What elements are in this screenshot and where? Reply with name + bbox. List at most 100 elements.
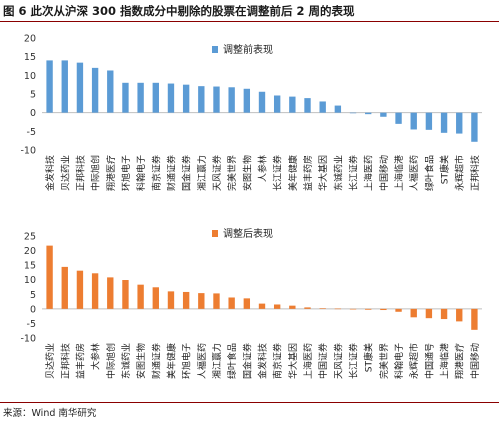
bar bbox=[273, 304, 281, 309]
bar bbox=[182, 84, 190, 113]
category-label: 东诚药业 bbox=[332, 155, 344, 191]
y-tick-label: 10 bbox=[24, 71, 36, 82]
category-label: 华大基因 bbox=[287, 343, 299, 379]
bar bbox=[380, 308, 387, 311]
bar bbox=[425, 112, 433, 130]
y-tick-label: -10 bbox=[20, 146, 36, 157]
y-tick-label: 25 bbox=[24, 232, 36, 243]
category-label: 中国通号 bbox=[423, 343, 435, 379]
bar bbox=[304, 307, 311, 309]
bar bbox=[213, 293, 220, 309]
category-label: 上海医药 bbox=[363, 155, 375, 191]
y-tick-label: -5 bbox=[27, 319, 36, 330]
category-label: 长江证券 bbox=[348, 155, 360, 191]
bar bbox=[365, 308, 372, 310]
source-note: 来源：Wind 南华研究 bbox=[3, 408, 97, 419]
figure-title: 图 6 此次从沪深 300 指数成分中剔除的股票在调整前后 2 周的表现 bbox=[0, 0, 499, 22]
category-label: 人参林 bbox=[257, 155, 269, 182]
category-label: 南京证券 bbox=[272, 343, 284, 379]
category-label: 湘江赢力 bbox=[196, 155, 208, 191]
bar bbox=[107, 277, 114, 309]
bar bbox=[182, 291, 190, 309]
bar bbox=[273, 95, 281, 113]
category-label: 美年健康 bbox=[287, 155, 299, 191]
bar bbox=[289, 305, 296, 309]
bar bbox=[304, 98, 311, 113]
category-label: 美年健康 bbox=[165, 343, 177, 379]
bar bbox=[395, 308, 402, 312]
bar bbox=[258, 91, 266, 113]
category-label: 中国移动 bbox=[469, 343, 481, 379]
category-label: 益丰药房 bbox=[74, 343, 86, 379]
bar bbox=[46, 60, 53, 113]
bar bbox=[289, 96, 296, 113]
category-label: 财通证券 bbox=[150, 343, 162, 379]
category-label: 国金证券 bbox=[241, 343, 253, 379]
category-label: 贝达药业 bbox=[44, 343, 56, 379]
bar bbox=[91, 67, 99, 113]
y-tick-label: 15 bbox=[24, 52, 36, 63]
category-label: 完美世界 bbox=[226, 155, 238, 191]
bar bbox=[76, 270, 84, 309]
bar bbox=[137, 284, 144, 309]
legend-swatch bbox=[212, 230, 218, 237]
category-label: 金发科技 bbox=[257, 343, 269, 379]
bar bbox=[122, 280, 129, 309]
bar bbox=[334, 308, 342, 310]
bar bbox=[167, 291, 175, 309]
category-label: 中际旭创 bbox=[105, 343, 117, 379]
category-label: 大参林 bbox=[90, 343, 102, 370]
bar bbox=[46, 245, 53, 309]
bar bbox=[198, 86, 205, 113]
bar bbox=[107, 70, 114, 113]
bar bbox=[167, 83, 175, 113]
category-label: 湘江赢力 bbox=[211, 343, 223, 379]
category-label: 安图生物 bbox=[241, 155, 253, 191]
category-label: 上海临港 bbox=[439, 343, 451, 379]
bar bbox=[410, 308, 417, 318]
bar bbox=[349, 112, 357, 114]
bar bbox=[380, 112, 387, 117]
legend-swatch bbox=[212, 46, 218, 53]
category-label: ST康美 bbox=[439, 155, 451, 184]
category-label: 绿叶食品 bbox=[226, 343, 238, 379]
category-label: 环旭电子 bbox=[181, 343, 193, 379]
category-label: 环旭电子 bbox=[120, 155, 132, 191]
category-label: 科翰电子 bbox=[135, 155, 147, 191]
bar bbox=[76, 62, 84, 113]
bar bbox=[198, 293, 205, 309]
category-label: 长江证券 bbox=[272, 155, 284, 191]
category-label: 东诚药业 bbox=[120, 343, 132, 379]
category-label: 上海临港 bbox=[393, 155, 405, 191]
bar bbox=[61, 266, 68, 309]
y-tick-label: 0 bbox=[30, 304, 36, 315]
bar bbox=[152, 82, 159, 113]
y-tick-label: 15 bbox=[24, 261, 36, 272]
bar bbox=[456, 308, 463, 322]
category-label: 翔港医疗 bbox=[105, 155, 117, 191]
y-tick-label: 20 bbox=[24, 246, 36, 257]
legend-label: 调整前表现 bbox=[223, 43, 273, 56]
category-label: 人福医药 bbox=[196, 343, 208, 379]
bar bbox=[395, 112, 402, 124]
category-label: 中际旭创 bbox=[90, 155, 102, 191]
category-label: 上海医药 bbox=[302, 343, 314, 379]
chart-after: 25 20 15 10 5 0 -5 -10 贝达药业 正邦科技 益丰药房 大参林 中际旭创 东诚药业 安图… bbox=[20, 227, 482, 379]
bar bbox=[365, 112, 372, 115]
category-label: 贝达药业 bbox=[59, 155, 71, 191]
category-label: 安图生物 bbox=[135, 343, 147, 379]
bar bbox=[319, 308, 326, 309]
category-label: 金发科技 bbox=[44, 155, 56, 191]
bar bbox=[213, 86, 220, 113]
bar bbox=[243, 298, 251, 309]
y-tick-label: 20 bbox=[24, 34, 36, 45]
bar bbox=[122, 82, 129, 113]
y-tick-label: 10 bbox=[24, 275, 36, 286]
bar bbox=[334, 105, 342, 113]
bar bbox=[456, 112, 463, 134]
category-label: 天风证券 bbox=[332, 343, 344, 379]
bar bbox=[61, 60, 68, 113]
category-label: 华大基因 bbox=[317, 155, 329, 191]
category-label: 正邦科技 bbox=[59, 343, 71, 379]
